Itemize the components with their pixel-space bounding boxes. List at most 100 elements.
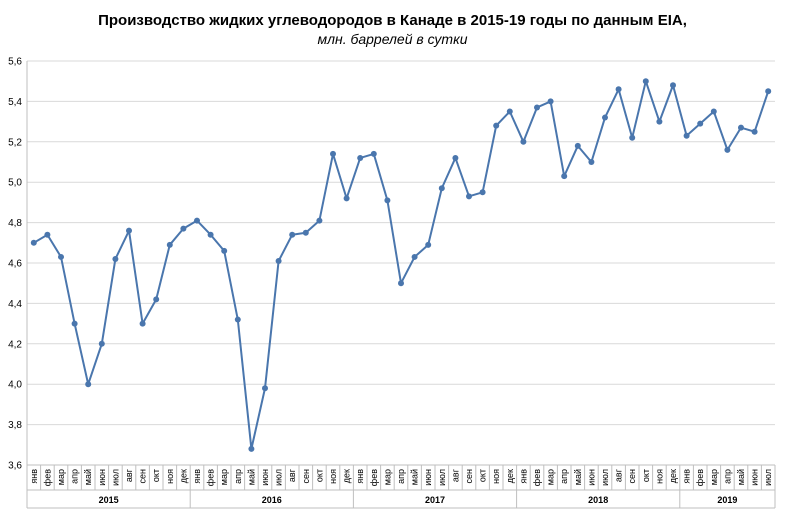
- y-tick-label: 4,0: [8, 380, 22, 391]
- y-tick-label: 3,8: [8, 420, 22, 431]
- data-point: [466, 193, 472, 200]
- data-point: [139, 320, 146, 327]
- data-point: [112, 255, 119, 262]
- chart-title: Производство жидких углеводородов в Кана…: [98, 12, 687, 29]
- data-point: [506, 108, 513, 115]
- x-tick-label: сен: [301, 469, 311, 484]
- data-point: [710, 108, 717, 115]
- data-point: [765, 88, 772, 95]
- x-tick-label: фев: [42, 469, 52, 486]
- data-point: [166, 241, 173, 248]
- x-tick-label: май: [246, 469, 256, 485]
- data-point: [642, 78, 649, 85]
- x-tick-label: мар: [219, 469, 229, 485]
- data-point: [452, 154, 459, 161]
- data-point: [153, 296, 160, 303]
- x-tick-label: июн: [750, 469, 760, 486]
- x-tick-label: фев: [532, 469, 542, 486]
- data-point: [126, 227, 132, 234]
- data-point: [44, 231, 51, 238]
- y-tick-label: 4,2: [8, 339, 22, 350]
- data-point: [656, 118, 663, 125]
- x-tick-label: дек: [178, 469, 188, 483]
- year-label: 2018: [588, 495, 608, 505]
- data-point: [85, 381, 92, 388]
- data-point: [30, 239, 37, 246]
- x-tick-label: дек: [668, 469, 678, 483]
- y-axis: 3,6 3,8 4,0 4,2 4,4 4,6 4,8 5,0 5,2 5,4 5,6: [8, 57, 22, 472]
- x-tick-label: мар: [546, 469, 556, 485]
- data-point: [520, 138, 527, 145]
- x-tick-label: июн: [260, 469, 270, 486]
- y-tick-label: 5,6: [8, 57, 22, 68]
- data-point: [724, 146, 731, 153]
- data-point: [58, 253, 64, 260]
- year-label: 2015: [99, 495, 119, 505]
- data-point: [479, 189, 486, 196]
- data-point: [547, 98, 554, 105]
- x-tick-label: июл: [110, 469, 120, 486]
- x-tick-label: апр: [233, 469, 243, 484]
- gridlines: [27, 60, 775, 466]
- year-label: 2019: [717, 495, 737, 505]
- x-tick-label: апр: [722, 469, 732, 484]
- data-point: [751, 128, 758, 135]
- x-tick-label: ноя: [654, 469, 664, 484]
- data-point: [602, 114, 608, 121]
- x-tick-label: сен: [464, 469, 474, 484]
- data-point: [343, 195, 350, 202]
- x-tick-label: июл: [274, 469, 284, 486]
- x-tick-label: июн: [423, 469, 433, 486]
- x-tick-label: ноя: [328, 469, 338, 484]
- data-point: [207, 231, 214, 238]
- x-tick-label: фев: [206, 469, 216, 486]
- data-point: [438, 185, 445, 192]
- y-tick-label: 4,8: [8, 218, 22, 229]
- x-tick-label: сен: [138, 469, 148, 484]
- data-point: [398, 280, 404, 287]
- data-point: [248, 445, 255, 452]
- x-tick-label: авг: [124, 468, 134, 482]
- chart-subtitle: млн. баррелей в сутки: [317, 31, 468, 47]
- data-point: [629, 134, 636, 141]
- x-tick-label: май: [736, 469, 746, 485]
- x-tick-label: окт: [478, 469, 488, 482]
- data-point: [411, 253, 418, 260]
- x-tick-label: сен: [627, 469, 637, 484]
- data-point: [561, 173, 568, 180]
- x-tick-label: июл: [600, 469, 610, 486]
- x-tick-label: авг: [450, 468, 460, 482]
- y-tick-label: 3,6: [8, 461, 22, 472]
- x-tick-label: июл: [437, 469, 447, 486]
- x-tick-label: май: [573, 469, 583, 485]
- x-tick-label: авг: [287, 468, 297, 482]
- x-tick-label: ноя: [491, 469, 501, 484]
- x-tick-label: янв: [29, 469, 39, 484]
- x-tick-label: дек: [342, 469, 352, 483]
- x-tick-label: мар: [56, 469, 66, 485]
- data-point: [180, 225, 187, 232]
- data-point: [302, 229, 309, 236]
- year-label: 2017: [425, 495, 445, 505]
- y-tick-label: 4,6: [8, 259, 22, 270]
- series: [30, 78, 772, 452]
- data-point: [330, 150, 336, 157]
- y-tick-label: 4,4: [8, 299, 22, 310]
- data-point: [262, 385, 268, 392]
- x-tick-label: апр: [396, 469, 406, 484]
- data-point: [316, 217, 323, 224]
- x-tick-label: янв: [192, 469, 202, 484]
- data-point: [425, 241, 432, 248]
- data-point: [357, 154, 364, 161]
- x-tick-label: окт: [314, 469, 324, 482]
- data-point: [275, 257, 282, 264]
- data-point: [194, 217, 200, 224]
- x-tick-label: янв: [355, 469, 365, 484]
- x-tick-label: дек: [505, 469, 515, 483]
- data-point: [493, 122, 500, 129]
- x-tick-label: янв: [682, 469, 692, 484]
- x-tick-label: апр: [559, 469, 569, 484]
- x-tick-label: май: [83, 469, 93, 485]
- y-tick-label: 5,0: [8, 178, 22, 189]
